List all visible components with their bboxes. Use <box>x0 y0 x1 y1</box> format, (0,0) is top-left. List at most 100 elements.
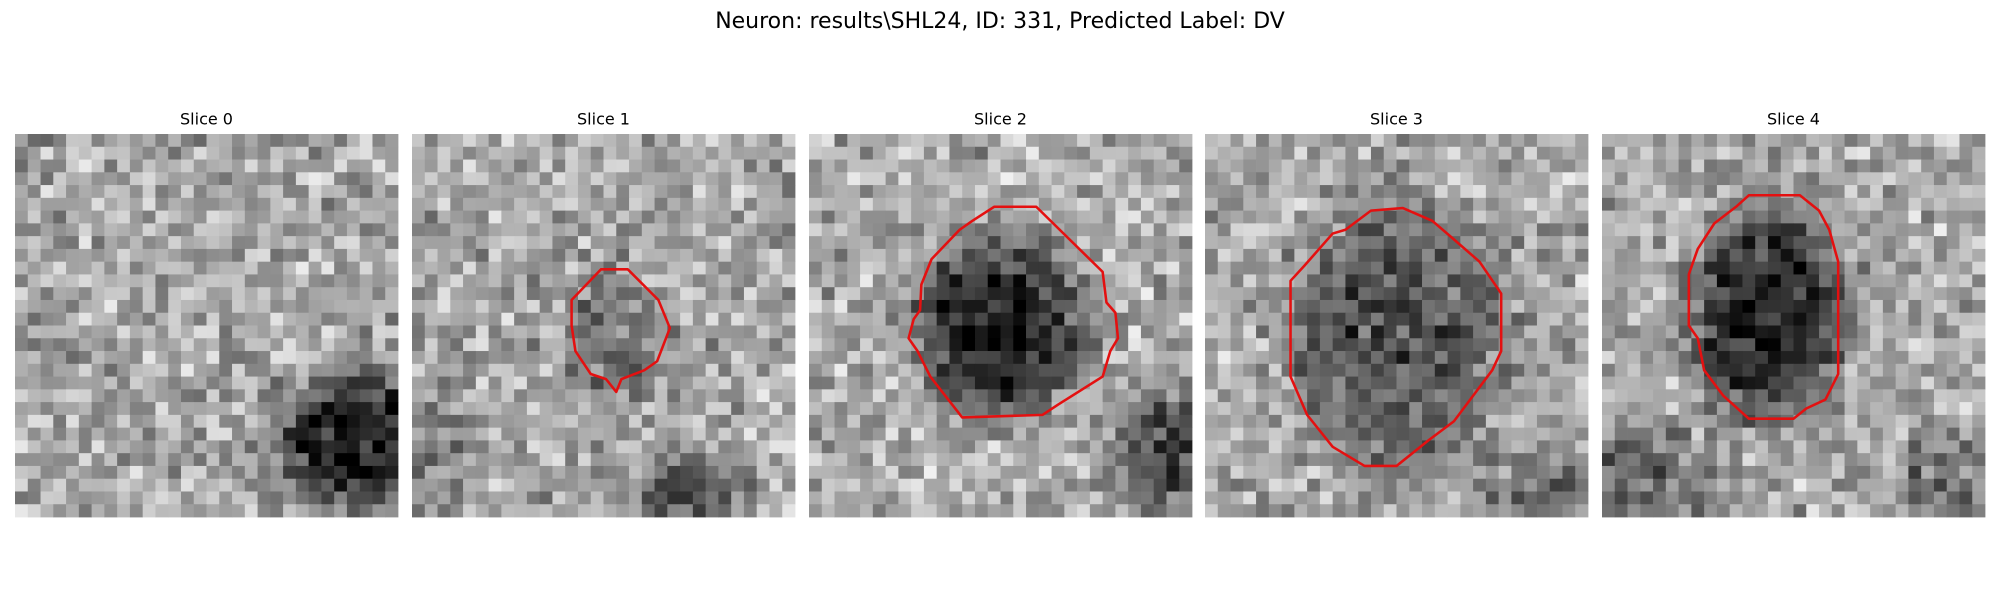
pixel <box>321 440 335 454</box>
pixel <box>1806 312 1820 326</box>
pixel <box>1742 465 1756 480</box>
pixel <box>1345 210 1359 224</box>
pixel <box>437 197 451 211</box>
pixel <box>1972 363 1986 377</box>
pixel <box>91 223 105 237</box>
pixel <box>1345 402 1359 416</box>
pixel <box>321 491 335 505</box>
pixel <box>987 287 1001 301</box>
pixel <box>1946 504 1960 518</box>
pixel <box>860 172 874 186</box>
pixel <box>1473 236 1487 250</box>
pixel <box>1767 146 1782 160</box>
pixel <box>885 427 899 441</box>
pixel <box>577 453 592 467</box>
pixel <box>1857 261 1871 275</box>
pixel <box>15 351 29 365</box>
pixel <box>1485 185 1500 199</box>
pixel <box>603 197 617 211</box>
pixel <box>1051 236 1065 250</box>
pixel <box>821 197 835 211</box>
pixel <box>1908 478 1922 492</box>
pixel <box>834 325 848 339</box>
pixel <box>180 197 195 211</box>
pixel <box>1742 261 1756 275</box>
pixel <box>667 414 681 429</box>
pixel <box>1819 491 1833 505</box>
pixel <box>283 185 297 199</box>
pixel <box>1742 274 1756 288</box>
pixel <box>66 299 80 314</box>
pixel <box>488 338 502 352</box>
pixel <box>692 427 707 441</box>
pixel <box>1933 223 1948 237</box>
pixel <box>1102 236 1116 250</box>
pixel <box>40 299 54 314</box>
pixel <box>769 236 783 250</box>
pixel <box>1383 402 1397 416</box>
pixel <box>641 261 655 275</box>
pixel <box>53 248 67 263</box>
pixel <box>1089 312 1104 326</box>
pixel <box>27 134 41 148</box>
pixel <box>1447 440 1461 454</box>
pixel <box>1217 197 1231 211</box>
pixel <box>359 236 373 250</box>
pixel <box>1332 197 1346 211</box>
pixel <box>1243 159 1257 173</box>
pixel <box>1870 223 1884 237</box>
pixel <box>1179 376 1193 390</box>
pixel <box>1831 185 1845 199</box>
pixel <box>1102 402 1116 416</box>
pixel <box>577 197 592 211</box>
pixel <box>1742 312 1756 326</box>
pixel <box>1345 287 1359 301</box>
pixel <box>40 185 54 199</box>
pixel <box>117 134 131 148</box>
pixel <box>501 248 515 263</box>
pixel <box>514 261 528 275</box>
pixel <box>283 236 297 250</box>
pixel <box>1294 440 1308 454</box>
pixel <box>450 478 464 492</box>
pixel <box>206 491 220 505</box>
pixel <box>590 312 604 326</box>
pixel <box>1921 159 1935 173</box>
pixel <box>1281 197 1295 211</box>
pixel <box>1102 172 1116 186</box>
pixel <box>1013 504 1027 518</box>
pixel <box>974 274 989 288</box>
pixel <box>1895 236 1909 250</box>
pixel <box>1089 389 1104 403</box>
pixel <box>705 299 719 314</box>
pixel <box>1396 427 1410 441</box>
pixel <box>1243 351 1257 365</box>
pixel <box>1345 274 1359 288</box>
pixel <box>1806 402 1820 416</box>
pixel <box>1345 440 1359 454</box>
pixel <box>756 287 770 301</box>
pixel <box>1383 274 1397 288</box>
pixel <box>514 159 528 173</box>
pixel <box>501 236 515 250</box>
pixel <box>1396 299 1410 314</box>
pixel <box>911 427 925 441</box>
pixel <box>1038 159 1052 173</box>
pixel <box>1485 172 1500 186</box>
pixel <box>1946 453 1960 467</box>
pixel <box>1000 274 1014 288</box>
pixel <box>244 274 258 288</box>
pixel <box>1704 478 1718 492</box>
pixel <box>1806 236 1820 250</box>
pixel <box>372 427 386 441</box>
pixel <box>590 299 604 314</box>
pixel <box>232 146 246 160</box>
pixel <box>782 338 796 352</box>
pixel <box>680 363 694 377</box>
pixel <box>1294 376 1308 390</box>
pixel <box>1115 185 1129 199</box>
pixel <box>885 134 899 148</box>
pixel <box>1665 185 1679 199</box>
pixel <box>1409 478 1423 492</box>
pixel <box>1972 440 1986 454</box>
